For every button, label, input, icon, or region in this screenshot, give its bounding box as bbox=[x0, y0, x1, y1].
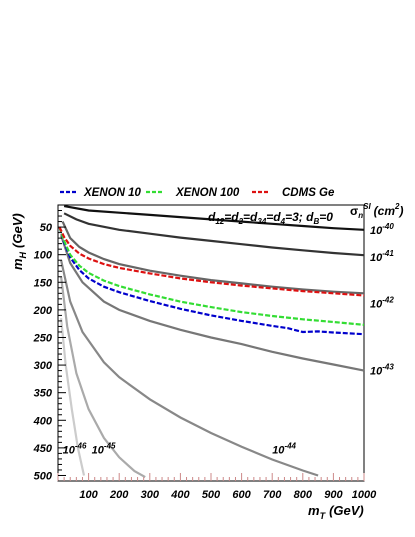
legend-label-cdms: CDMS Ge bbox=[282, 187, 335, 199]
series-layer bbox=[58, 226, 365, 336]
ann-eq-0: =0 bbox=[319, 210, 333, 224]
right-axis-sup: SI bbox=[363, 202, 371, 211]
contour-line-m44 bbox=[60, 259, 319, 477]
x-tick-label: 700 bbox=[263, 489, 282, 501]
x-axis-title: mT (GeV) bbox=[308, 503, 364, 521]
legend-label-xenon100: XENON 100 bbox=[175, 187, 240, 199]
contour-label-m41: 10-41 bbox=[370, 249, 394, 264]
right-axis-unit-close: ) bbox=[397, 204, 403, 218]
y-tick-label: 200 bbox=[33, 305, 53, 317]
ann-d: d bbox=[208, 210, 216, 224]
ann-sub-12: 12 bbox=[215, 217, 224, 226]
ann-eq-3-d: =3; d bbox=[285, 210, 314, 224]
y-axis-title-m: m bbox=[10, 258, 25, 270]
ann-eq-d2: =d bbox=[243, 210, 258, 224]
x-tick-label: 900 bbox=[324, 489, 343, 501]
contour-label-m43: 10-43 bbox=[370, 363, 394, 378]
series-line-1 bbox=[58, 226, 365, 326]
right-axis-unit: (cm bbox=[374, 204, 396, 218]
x-axis-title-unit: (GeV) bbox=[329, 503, 364, 518]
series-line-0 bbox=[58, 226, 365, 336]
y-tick-label: 250 bbox=[33, 332, 53, 344]
x-axis-title-sub: T bbox=[320, 511, 327, 521]
legend: XENON 10 XENON 100 CDMS Ge bbox=[60, 187, 335, 199]
y-tick-label: 500 bbox=[34, 470, 53, 482]
parameter-annotation: d12=d2=d34=d4=3; dB=0 bbox=[208, 210, 333, 226]
contour-label-m46: 10-46 bbox=[63, 441, 87, 456]
y-tick-label: 300 bbox=[34, 360, 53, 372]
y-tick-label: 450 bbox=[33, 443, 53, 455]
ann-eq-d: =d bbox=[224, 210, 239, 224]
contour-line-m43 bbox=[60, 235, 365, 372]
y-tick-label: 350 bbox=[34, 388, 53, 400]
contour-line-m45 bbox=[60, 276, 146, 479]
ann-sub-4: 4 bbox=[280, 217, 286, 226]
x-tick-label: 600 bbox=[232, 489, 251, 501]
x-tick-label: 1000 bbox=[352, 489, 377, 501]
x-tick-label: 100 bbox=[79, 489, 98, 501]
tick-layer: 100 200 300 400 500 600 700 800 900 1000 50 100 150 2… bbox=[33, 204, 377, 501]
y-axis-title-unit: (GeV) bbox=[10, 213, 25, 248]
x-tick-label: 400 bbox=[170, 489, 190, 501]
right-axis-label: σnSI (cm2) bbox=[350, 202, 403, 220]
y-axis-title-sub: H bbox=[18, 251, 28, 258]
ann-sub-B: B bbox=[313, 217, 319, 226]
right-axis-unit-exp: 2 bbox=[394, 202, 400, 211]
y-tick-label: 100 bbox=[34, 250, 53, 262]
x-tick-label: 800 bbox=[294, 489, 313, 501]
right-axis-sigma: σ bbox=[350, 204, 358, 218]
right-axis-sub: n bbox=[358, 211, 363, 220]
contour-line-m46 bbox=[60, 318, 86, 476]
y-tick-label: 400 bbox=[33, 415, 53, 427]
legend-label-xenon10: XENON 10 bbox=[83, 187, 141, 199]
series-line-2 bbox=[58, 226, 365, 297]
y-axis-title: mH (GeV) bbox=[10, 213, 28, 270]
contour-label-layer: 10-40 10-41 10-42 10-43 10-44 10-45 10-46 bbox=[63, 222, 395, 457]
contour-line-m40 bbox=[63, 205, 365, 231]
contour-label-m40: 10-40 bbox=[370, 222, 394, 237]
ann-sub-34: 34 bbox=[257, 217, 266, 226]
contour-label-m44: 10-44 bbox=[272, 441, 296, 456]
y-tick-label: 150 bbox=[34, 277, 53, 289]
x-tick-label: 300 bbox=[141, 489, 160, 501]
y-tick-label: 50 bbox=[40, 222, 53, 234]
contour-layer bbox=[60, 205, 365, 479]
ann-sub-2: 2 bbox=[238, 217, 244, 226]
contour-label-m42: 10-42 bbox=[370, 295, 394, 310]
x-axis-title-m: m bbox=[308, 503, 320, 518]
x-tick-label: 200 bbox=[109, 489, 129, 501]
contour-label-m45: 10-45 bbox=[92, 441, 116, 456]
contour-line-m42 bbox=[61, 221, 365, 295]
ann-eq-d3: =d bbox=[266, 210, 281, 224]
contour-line-m41 bbox=[63, 212, 365, 257]
x-tick-label: 500 bbox=[202, 489, 221, 501]
